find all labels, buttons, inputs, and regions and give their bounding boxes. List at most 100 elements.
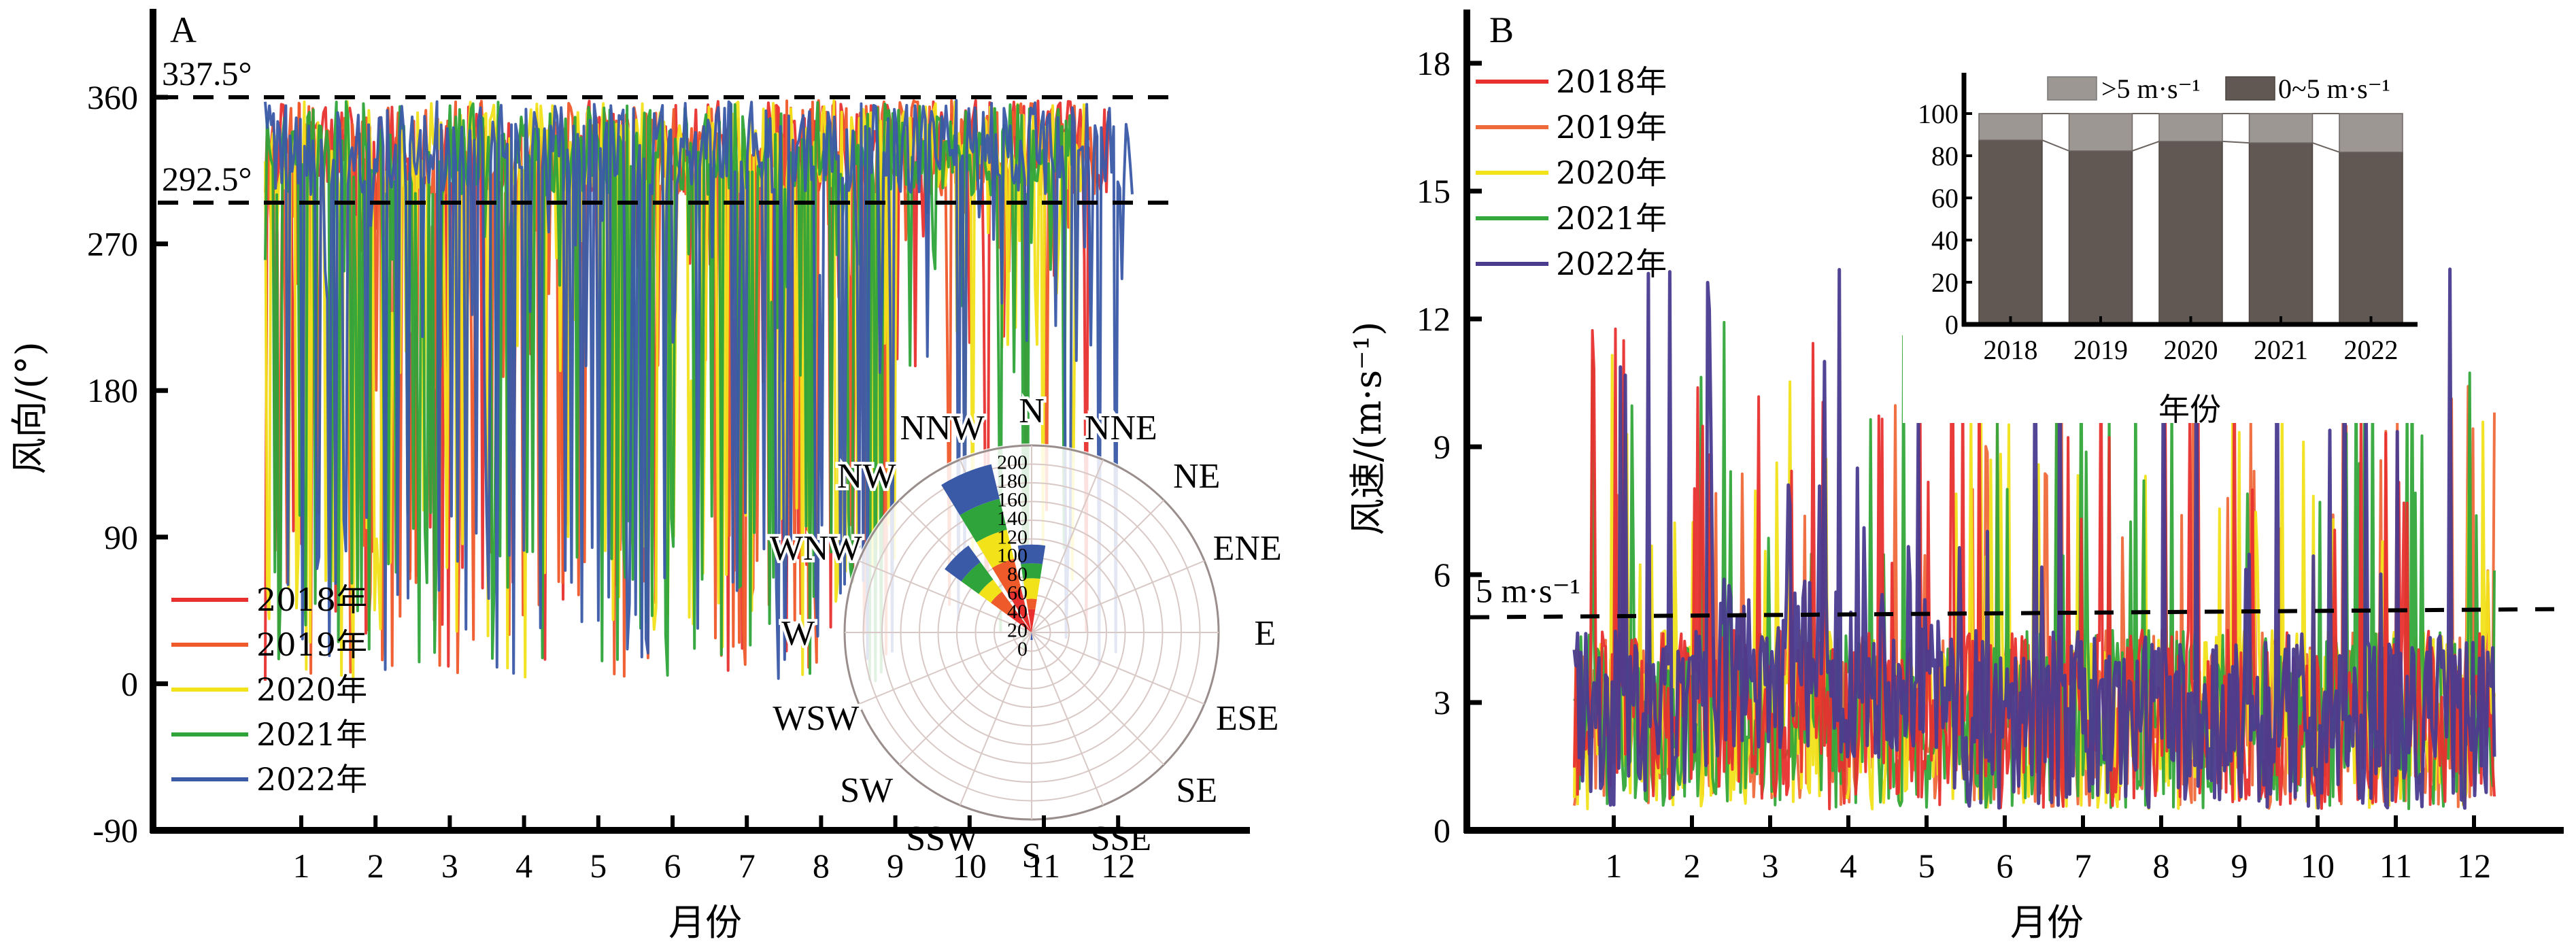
y-tick-label: 9	[1434, 428, 1451, 466]
rose-spoke	[898, 632, 1032, 766]
x-tick-label: 5	[1918, 847, 1935, 885]
inset-bar-gt5-2022	[2339, 113, 2403, 153]
inset-bar-0-5-2022	[2339, 151, 2403, 325]
inset-x-tick-label: 2019	[2073, 335, 2128, 365]
rose-sector-NNW-2019年	[992, 558, 1021, 594]
reference-label-292.5: 292.5°	[162, 160, 252, 198]
rose-sector-NNW-2018年	[1008, 588, 1032, 632]
rose-sector-N-2022年	[1017, 544, 1046, 564]
inset-legend-label-0-5: 0~5 m·s⁻¹	[2278, 73, 2390, 104]
x-tick-label: 10	[2301, 847, 2335, 885]
x-tick-label: 2	[367, 847, 384, 885]
legend-label: 2020年	[1556, 154, 1667, 191]
y-tick-label: 6	[1434, 556, 1451, 594]
inset-bar-gt5-2018	[1978, 113, 2043, 141]
y-tick-label: 15	[1417, 172, 1451, 210]
rose-direction-ENE: ENE	[1213, 529, 1282, 568]
inset-connector	[2132, 140, 2160, 152]
inset-connector	[2041, 139, 2069, 152]
x-tick-label: 1	[1606, 847, 1623, 885]
panel-a-y-axis-title: 风向/(°)	[8, 341, 51, 474]
rose-radial-label: 20	[1007, 620, 1028, 642]
legend-label: 2020年	[256, 671, 367, 708]
rose-radial-label: 60	[1007, 582, 1028, 605]
rose-direction-WSW: WSW	[773, 699, 859, 738]
x-tick-label: 6	[1997, 847, 2014, 885]
x-tick-label: 2	[1684, 847, 1701, 885]
rose-sector-NNW-2021年	[960, 498, 1007, 543]
inset-y-tick-label: 60	[1931, 183, 1959, 214]
panel-b-label: B	[1489, 10, 1514, 50]
y-tick-label: 270	[87, 225, 138, 263]
inset-y-tick-label: 0	[1945, 309, 1959, 340]
inset-bar-gt5-2021	[2248, 113, 2314, 143]
rose-sector-NW-2018年	[1009, 609, 1032, 632]
rose-radial-label: 80	[1007, 563, 1028, 586]
inset-bar-gt5-2019	[2068, 113, 2133, 152]
x-tick-label: 6	[664, 847, 681, 885]
inset-bar-gt5-2020	[2158, 113, 2223, 142]
legend-label: 2021年	[1556, 200, 1667, 237]
x-tick-label: 7	[2075, 847, 2092, 885]
panel-a-reference-lines: 337.5° 292.5°	[158, 54, 1173, 205]
x-tick-label: 4	[1840, 847, 1857, 885]
rose-radial-label: 140	[997, 507, 1028, 530]
legend-label: 2018年	[1556, 63, 1667, 100]
x-tick-label: 7	[739, 847, 756, 885]
rose-sector-N-2018年	[1028, 609, 1036, 632]
panel-b-reference-lines: 5 m·s⁻¹	[1470, 572, 2558, 620]
x-tick-label: 3	[1762, 847, 1779, 885]
inset-connector	[2312, 142, 2340, 153]
legend-label: 2021年	[256, 716, 367, 753]
inset-connector	[2222, 140, 2250, 144]
y-tick-label: 0	[1434, 811, 1451, 849]
legend-label: 2022年	[1556, 246, 1667, 282]
rose-direction-ESE: ESE	[1216, 699, 1278, 738]
rose-radial-label: 0	[1017, 638, 1028, 660]
x-tick-label: 12	[2457, 847, 2491, 885]
y-tick-label: 12	[1417, 300, 1451, 338]
x-tick-label: 3	[441, 847, 458, 885]
inset-bar-0-5-2020	[2158, 141, 2223, 325]
panel-a-x-axis-title: 月份	[668, 901, 742, 944]
rose-direction-NE: NE	[1173, 457, 1220, 496]
legend-label: 2018年	[256, 581, 367, 618]
inset-x-tick-label: 2022	[2344, 335, 2399, 365]
rose-direction-SW: SW	[840, 771, 893, 810]
rose-sector-N-2021年	[1021, 563, 1043, 579]
rose-direction-NW: NW	[837, 457, 896, 496]
inset-y-tick-label: 40	[1931, 225, 1959, 256]
rose-sector-NW-2020年	[979, 579, 1002, 603]
rose-sector-N-2019年	[1026, 598, 1037, 610]
rose-direction-N: N	[1019, 392, 1045, 430]
rose-sector-S-2022年	[1030, 632, 1033, 640]
rose-spoke	[1031, 459, 1104, 633]
legend-label: 2022年	[256, 761, 367, 798]
rose-spoke	[1031, 632, 1165, 766]
rose-direction-SSE: SSE	[1091, 819, 1152, 858]
speed-class-bar-inset: 2018 2019 2020 2021 2022 0 20 40 60 80 100 年份 >5 m·s…	[1903, 69, 2424, 428]
y-tick-label: 18	[1417, 44, 1451, 82]
inset-legend-label-gt5: >5 m·s⁻¹	[2101, 73, 2201, 104]
rose-radial-label: 160	[997, 488, 1028, 511]
rose-spoke	[959, 632, 1032, 806]
y-tick-label: 3	[1434, 683, 1451, 722]
inset-legend-swatch-gt5	[2047, 76, 2097, 101]
legend-label: 2019年	[1556, 109, 1667, 146]
reference-label-5: 5 m·s⁻¹	[1476, 572, 1580, 610]
rose-sector-NW-2019年	[990, 591, 1015, 616]
inset-bar-0-5-2021	[2248, 142, 2314, 325]
x-tick-label: 10	[953, 847, 987, 885]
x-tick-label: 11	[1028, 847, 1060, 885]
panel-a-label: A	[170, 10, 197, 50]
y-tick-label: 90	[104, 518, 138, 556]
panel-a: 337.5°292.5° 020406080100120140160180200…	[8, 9, 1285, 944]
x-tick-label: 11	[2379, 847, 2412, 885]
rose-sector-NW-2021年	[961, 562, 994, 594]
x-tick-label: 8	[813, 847, 830, 885]
x-tick-label: 4	[515, 847, 532, 885]
rose-sector-NNW-2022年	[941, 464, 1000, 515]
